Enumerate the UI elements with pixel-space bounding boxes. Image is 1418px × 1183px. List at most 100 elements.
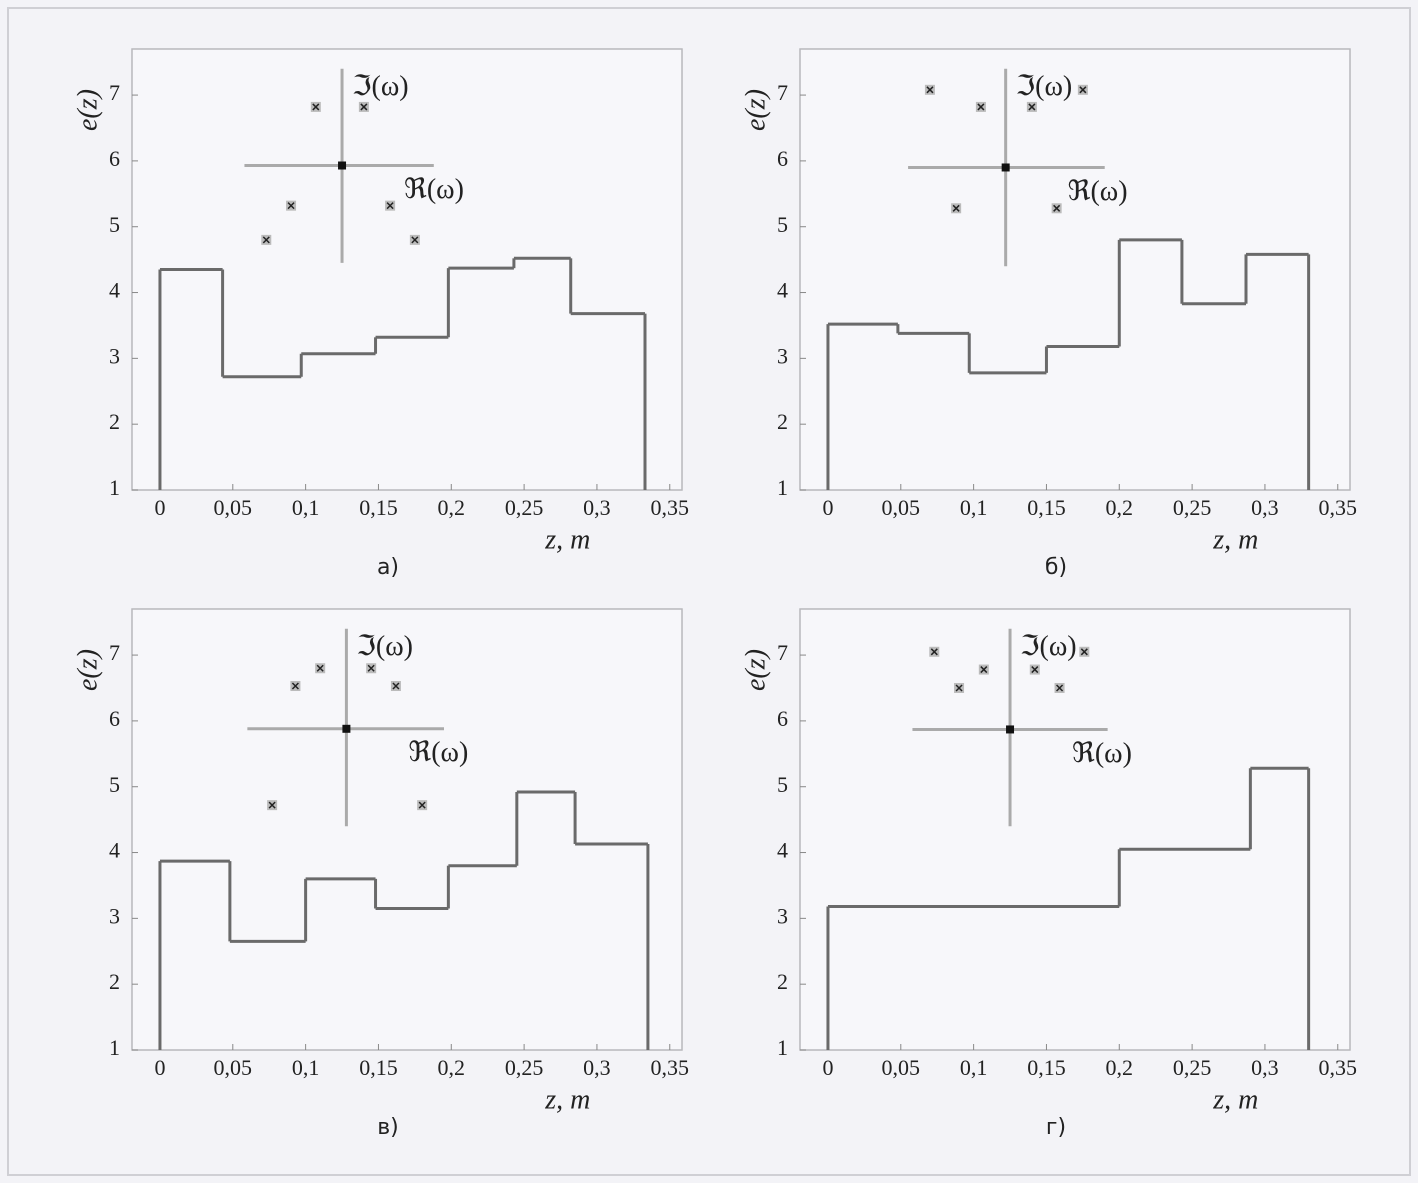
y-tick-label: 1 — [777, 1035, 788, 1060]
pole-cross — [386, 202, 394, 210]
x-tick-label: 0,1 — [292, 495, 320, 520]
x-tick-label: 0,35 — [651, 1055, 690, 1080]
pole-cross — [291, 682, 299, 690]
x-axis-label: z, m — [1212, 524, 1258, 555]
real-label: ℜ(ω) — [1068, 176, 1128, 207]
y-tick-label: 7 — [109, 80, 120, 105]
x-tick-label: 0,15 — [1027, 495, 1066, 520]
x-tick-label: 0,3 — [583, 495, 611, 520]
pole-cross — [268, 801, 276, 809]
pole-cross — [360, 103, 368, 111]
pole-cross — [980, 666, 988, 674]
y-tick-label: 3 — [109, 343, 120, 368]
y-tick-label: 3 — [777, 343, 788, 368]
plot-area — [799, 48, 1351, 491]
x-tick-label: 0,05 — [214, 1055, 253, 1080]
plot-area — [131, 608, 683, 1051]
pole-cross — [392, 682, 400, 690]
pole-cross — [312, 103, 320, 111]
y-tick-label: 1 — [777, 475, 788, 500]
x-tick-label: 0,2 — [1106, 495, 1134, 520]
x-tick-label: 0,05 — [882, 1055, 921, 1080]
pole-cross — [316, 664, 324, 672]
y-tick-label: 2 — [777, 409, 788, 434]
y-tick-label: 5 — [109, 212, 120, 237]
pole-cross — [411, 236, 419, 244]
x-tick-label: 0,05 — [882, 495, 921, 520]
y-tick-label: 7 — [109, 640, 120, 665]
y-axis-label: e(z) — [740, 649, 771, 691]
x-tick-label: 0,25 — [505, 1055, 544, 1080]
pole-cross — [926, 86, 934, 94]
real-label: ℜ(ω) — [1072, 738, 1132, 769]
pole-cross — [367, 664, 375, 672]
y-tick-label: 5 — [777, 772, 788, 797]
x-tick-label: 0,2 — [438, 495, 466, 520]
plot-area — [799, 608, 1351, 1051]
y-tick-label: 4 — [777, 278, 788, 303]
pole-cross — [287, 202, 295, 210]
pole-cross — [977, 103, 985, 111]
origin — [338, 161, 347, 170]
imag-label: ℑ(ω) — [1020, 631, 1077, 662]
pole-cross — [1079, 86, 1087, 94]
x-tick-label: 0,3 — [1251, 1055, 1279, 1080]
y-tick-label: 6 — [777, 146, 788, 171]
y-tick-label: 4 — [109, 278, 120, 303]
imag-label: ℑ(ω) — [352, 71, 409, 102]
y-tick-label: 6 — [109, 146, 120, 171]
pole-cross — [1028, 103, 1036, 111]
pole-cross — [1031, 666, 1039, 674]
x-tick-label: 0,1 — [292, 1055, 320, 1080]
y-tick-label: 6 — [109, 706, 120, 731]
x-tick-label: 0,15 — [359, 495, 398, 520]
y-tick-label: 2 — [777, 969, 788, 994]
imag-label: ℑ(ω) — [1016, 71, 1073, 102]
x-tick-label: 0 — [154, 1055, 165, 1080]
x-tick-label: 0,05 — [214, 495, 253, 520]
real-label: ℜ(ω) — [408, 737, 468, 768]
x-tick-label: 0,25 — [1173, 1055, 1212, 1080]
y-tick-label: 1 — [109, 475, 120, 500]
x-tick-label: 0,1 — [960, 1055, 988, 1080]
real-label: ℜ(ω) — [404, 174, 464, 205]
origin — [1001, 163, 1010, 172]
y-tick-label: 3 — [777, 903, 788, 928]
y-tick-label: 1 — [109, 1035, 120, 1060]
y-tick-label: 2 — [109, 969, 120, 994]
x-tick-label: 0 — [822, 1055, 833, 1080]
x-tick-label: 0,25 — [1173, 495, 1212, 520]
y-tick-label: 2 — [109, 409, 120, 434]
x-tick-label: 0,25 — [505, 495, 544, 520]
x-axis-label: z, m — [544, 524, 590, 555]
y-axis-label: e(z) — [72, 649, 103, 691]
pole-cross — [955, 684, 963, 692]
x-tick-label: 0,1 — [960, 495, 988, 520]
y-tick-label: 3 — [109, 903, 120, 928]
x-axis-label: z, m — [544, 1084, 590, 1115]
x-axis-label: z, m — [1212, 1084, 1258, 1115]
pole-cross — [1056, 684, 1064, 692]
caption: в) — [377, 1115, 399, 1140]
x-tick-label: 0,2 — [1106, 1055, 1134, 1080]
x-tick-label: 0 — [822, 495, 833, 520]
y-axis-label: e(z) — [740, 89, 771, 131]
y-tick-label: 4 — [777, 838, 788, 863]
caption: г) — [1046, 1115, 1066, 1140]
imag-label: ℑ(ω) — [356, 631, 413, 662]
x-tick-label: 0,3 — [583, 1055, 611, 1080]
y-axis-label: e(z) — [72, 89, 103, 131]
pole-cross — [1053, 204, 1061, 212]
origin — [342, 724, 351, 733]
y-tick-label: 6 — [777, 706, 788, 731]
x-tick-label: 0,15 — [359, 1055, 398, 1080]
pole-cross — [262, 236, 270, 244]
pole-cross — [952, 204, 960, 212]
y-tick-label: 7 — [777, 640, 788, 665]
x-tick-label: 0,35 — [1319, 495, 1358, 520]
origin — [1006, 725, 1015, 734]
pole-cross — [930, 648, 938, 656]
y-tick-label: 7 — [777, 80, 788, 105]
caption: б) — [1045, 555, 1067, 580]
